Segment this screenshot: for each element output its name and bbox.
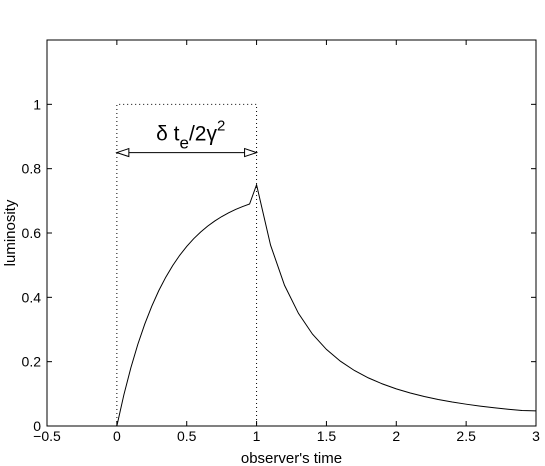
x-axis-ticks: −0.5 0 0.5 1 1.5 2 2.5 3 [33,40,540,444]
y-tick-label: 0.4 [22,289,42,305]
y-tick-label: 0 [33,418,41,434]
x-axis-label: observer's time [241,450,342,466]
y-tick-label: 0.8 [22,161,42,177]
x-tick-label: 3 [532,428,540,444]
x-tick-label: −0.5 [33,428,61,444]
annotation-label: δ te/2γ2 [156,118,225,153]
x-tick-label: 1 [253,428,261,444]
pulse-outline-dotted [116,103,258,426]
y-tick-label: 0.2 [22,354,42,370]
x-tick-label: 0.5 [177,428,197,444]
y-tick-label: 1 [33,96,41,112]
x-tick-label: 1.5 [317,428,337,444]
annotation-arrowhead-left [115,147,130,158]
y-tick-label: 0.6 [22,225,42,241]
plot-area-frame [46,39,537,427]
x-tick-label: 0 [113,428,121,444]
y-axis-ticks: 0 0.2 0.4 0.6 0.8 1 [22,96,536,434]
annotation-denominator: /2γ [189,123,218,146]
series-layer [116,103,537,427]
annotation-layer: δ te/2γ2 [115,118,259,158]
x-tick-label: 2.5 [456,428,476,444]
x-tick-label: 2 [392,428,400,444]
y-axis-label: luminosity [2,199,19,266]
annotation-superscript: 2 [217,118,225,135]
luminosity-curve [116,182,537,427]
annotation-subscript: e [179,134,188,153]
annotation-delta-t: δ t [156,123,180,146]
annotation-arrowhead-right [244,147,259,158]
